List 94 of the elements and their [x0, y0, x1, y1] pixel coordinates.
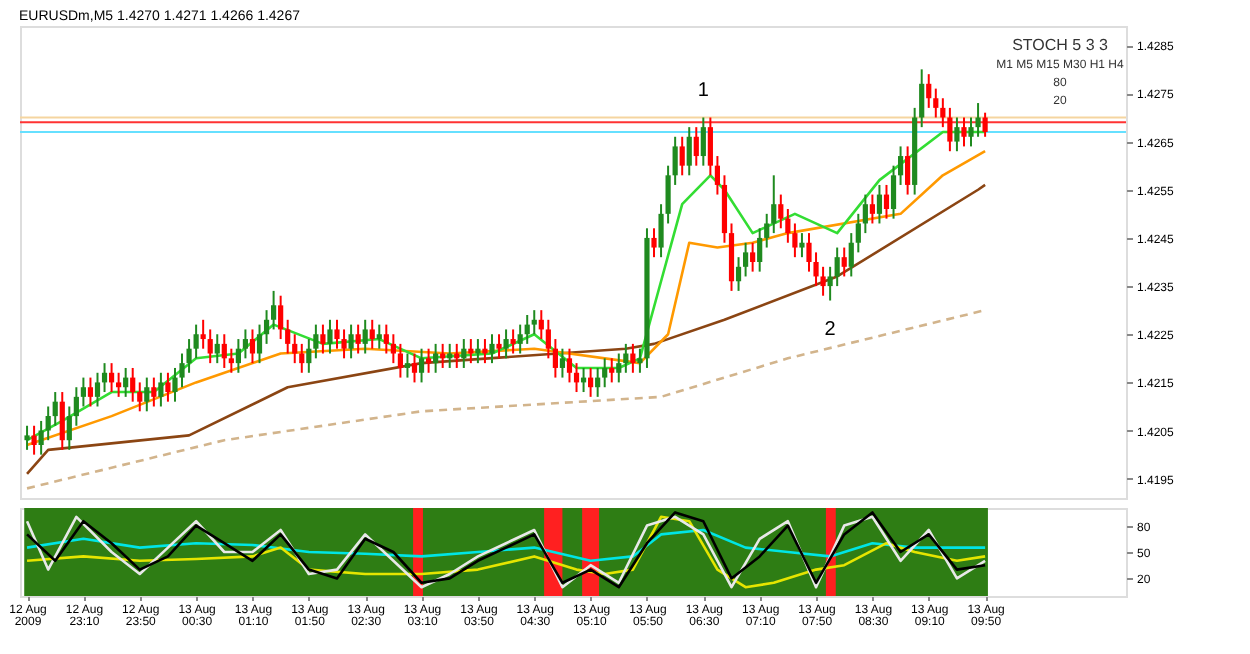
candlestick [376, 323, 382, 350]
candlestick [320, 323, 326, 355]
candlestick [947, 106, 953, 153]
candlestick [214, 333, 220, 365]
candlestick [883, 183, 890, 220]
line-series [25, 308, 987, 490]
line-series [25, 528, 987, 563]
candlestick [306, 338, 312, 374]
candlestick [256, 323, 263, 365]
candlestick [834, 246, 840, 288]
candlestick [588, 366, 594, 398]
candlestick [566, 347, 573, 384]
candlestick [249, 328, 256, 365]
candlestick [24, 424, 30, 451]
candlestick [116, 371, 122, 398]
candlestick [221, 333, 227, 369]
candlestick [87, 376, 94, 408]
candlestick [869, 193, 875, 225]
candlestick [890, 164, 897, 220]
annotation: 2 [824, 318, 837, 341]
candlestick [348, 323, 354, 360]
candlestick [94, 371, 101, 408]
candlestick [778, 193, 784, 230]
candlestick [327, 318, 333, 355]
candlestick [411, 352, 418, 384]
candlestick [52, 391, 58, 427]
candlestick [369, 318, 375, 350]
candlestick [926, 73, 932, 109]
candlestick [735, 256, 742, 292]
candlestick [101, 362, 108, 394]
candlestick [193, 323, 199, 360]
candlestick [679, 135, 685, 177]
candlestick [651, 227, 657, 259]
candlestick [905, 145, 911, 196]
candlestick [750, 241, 756, 273]
candlestick [524, 313, 530, 345]
candlestick [108, 362, 115, 394]
candlestick [559, 347, 566, 379]
candlestick [693, 126, 699, 167]
candlestick [482, 338, 488, 365]
candlestick [228, 347, 234, 374]
candlestick [954, 116, 960, 153]
candlestick [489, 333, 495, 365]
candlestick [80, 376, 86, 408]
candlestick [799, 232, 805, 259]
candlestick [876, 183, 883, 225]
candlestick [686, 126, 692, 177]
candlestick [158, 371, 164, 408]
candlestick [609, 357, 615, 384]
candlestick [862, 193, 868, 235]
candlestick [341, 328, 347, 360]
candlestick [630, 342, 636, 374]
candlestick [503, 328, 509, 360]
annotation: STOCH 5 3 3 [1012, 36, 1109, 54]
candlestick [841, 246, 847, 278]
candlestick [397, 342, 404, 379]
candlestick [362, 318, 368, 355]
candlestick [404, 352, 411, 379]
candlestick [616, 352, 622, 384]
candlestick [383, 323, 389, 355]
candlestick [700, 116, 706, 167]
candlestick [165, 371, 171, 403]
candlestick [31, 424, 37, 456]
candlestick [130, 366, 136, 403]
candlestick [425, 347, 432, 374]
candlestick [144, 376, 150, 413]
candlestick [418, 347, 425, 384]
candlestick [468, 338, 474, 365]
candlestick [433, 342, 439, 374]
candlestick [623, 342, 629, 374]
candlestick [461, 338, 467, 369]
candlestick [278, 294, 284, 341]
candlestick [602, 357, 608, 389]
candlestick [151, 376, 157, 408]
candlestick [595, 366, 601, 398]
candlestick [123, 366, 129, 398]
candlestick [510, 328, 516, 355]
candlestick [531, 309, 537, 336]
candlestick [496, 333, 502, 360]
candlestick [334, 318, 340, 350]
candlestick [207, 328, 213, 365]
candlestick [242, 328, 249, 360]
candlestick [475, 338, 481, 365]
candlestick [299, 342, 305, 374]
candlestick [961, 116, 967, 148]
candlestick [517, 323, 523, 355]
candlestick [573, 362, 580, 394]
candlestick [59, 391, 65, 451]
candlestick [757, 227, 763, 273]
line-series [25, 183, 987, 476]
candlestick [982, 111, 988, 138]
candlestick [975, 102, 981, 138]
candlestick [355, 323, 361, 355]
annotation: 1 [697, 79, 710, 102]
